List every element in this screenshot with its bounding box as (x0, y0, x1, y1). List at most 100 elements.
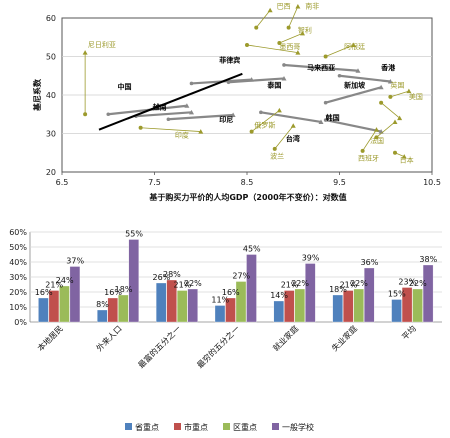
scatter-point-label: 墨西哥 (279, 43, 300, 51)
scatter-olive-point (374, 135, 379, 140)
scatter-gray-point (189, 81, 194, 86)
scatter-olive-point (286, 25, 291, 30)
bar-data-labels: 16%8%26%11% 14%18% 15%21%16%28%16%21% 21% 23… (35, 230, 438, 310)
scatter-olive-point (393, 150, 397, 155)
bar-category-label: 外来人口 (94, 323, 124, 353)
scatter-gray-segment (339, 74, 391, 83)
scatter-point-label: 尼日利亚 (88, 40, 116, 49)
scatter-gray-marker (184, 103, 190, 108)
bar-data-label: 23% (398, 278, 416, 287)
scatter-point-label: 印尼 (219, 115, 233, 124)
scatter-olive-segment (246, 44, 298, 54)
scatter-y-axis-title: 基尼系数 (32, 78, 42, 112)
bar (273, 300, 285, 323)
bar-data-label: 21% (281, 281, 299, 290)
scatter-gray-point (166, 117, 171, 122)
legend-swatch (272, 423, 279, 430)
scatter-x-tick-label: 7.5 (148, 178, 161, 187)
scatter-trend-line (98, 72, 243, 131)
scatter-olive-marker (397, 115, 403, 121)
bar (118, 294, 129, 323)
bar-data-label: 11% (211, 296, 229, 305)
bar-data-label: 27% (232, 272, 250, 281)
scatter-gray-segment (228, 77, 285, 84)
scatter-point-label: 日本 (400, 155, 414, 164)
bar-data-label: 16% (222, 288, 240, 297)
scatter-x-tick-label: 8.5 (241, 178, 254, 187)
legend-swatch (223, 423, 230, 430)
scatter-gray-segment (283, 63, 359, 72)
bar-data-label: 22% (350, 279, 368, 288)
scatter-olive-segment (362, 129, 377, 152)
bar (48, 290, 60, 323)
scatter-olive-marker (295, 3, 301, 9)
scatter-olive-point (249, 129, 254, 134)
bar-y-tick-label: 20% (9, 288, 27, 297)
bar-data-label: 38% (419, 255, 437, 264)
scatter-olive-segment (279, 33, 303, 44)
bar-y-tick-label: 50% (9, 243, 27, 252)
bar-data-label: 15% (388, 290, 406, 299)
scatter-y-tick-label: 40 (46, 91, 56, 100)
bar (343, 290, 354, 323)
bar-data-label: 37% (66, 257, 84, 266)
scatter-olive-point (254, 25, 259, 30)
bar (235, 281, 247, 323)
scatter-olive-marker (374, 127, 379, 132)
bar-data-label: 22% (291, 279, 309, 288)
bar-category-label: 失业家庭 (329, 323, 359, 353)
scatter-point-label: 越南 (152, 103, 167, 112)
bar-category-label: 就业家庭 (271, 323, 301, 353)
scatter-olive-segment (380, 102, 400, 119)
scatter-olive-point (277, 41, 282, 46)
scatter-olive-segment (390, 90, 409, 98)
scatter-point-label: 智利 (298, 26, 312, 35)
scatter-olive-marker (401, 154, 407, 159)
scatter-y-tick-label: 50 (46, 53, 56, 62)
scatter-gray-marker (387, 79, 393, 84)
scatter-olive-segment (376, 121, 396, 138)
scatter-gray-point (259, 110, 263, 115)
scatter-gray-point (323, 100, 328, 105)
scatter-olive-segment (140, 127, 201, 132)
bar-category-label: 最富的五分之一 (136, 323, 183, 370)
scatter-olive-point (379, 100, 384, 105)
scatter-point-label: 阿根廷 (344, 42, 365, 51)
scatter-gray-marker (189, 109, 194, 115)
scatter-gray-segment (168, 113, 234, 121)
scatter-x-tick-label: 9.5 (333, 178, 346, 187)
bar (225, 297, 236, 323)
scatter-olive-point (360, 148, 365, 153)
scatter-olive-marker (198, 129, 204, 134)
legend-label: 市重点 (184, 422, 208, 432)
scatter-point-label: 法国 (370, 136, 384, 145)
bar-chart: 0% 10% 20% 30% 40% 50% 60% 16% 8% 26% 11% 14% 18% 15… (9, 228, 442, 432)
scatter-point-label: 新加坡 (344, 80, 366, 89)
scatter-gray-marker (378, 84, 384, 90)
bar-data-label: 26% (153, 273, 171, 282)
bar (332, 294, 343, 323)
bar-data-label: 28% (163, 270, 181, 279)
bar-category-label: 本地居民 (35, 323, 65, 353)
bar-y-tick-label: 10% (9, 303, 27, 312)
legend-label: 省重点 (135, 422, 159, 432)
bar (364, 267, 375, 323)
scatter-gray-point (106, 112, 111, 117)
bar-data-label: 36% (361, 258, 379, 267)
scatter-point-label: 台湾 (286, 134, 300, 143)
scatter-point-label: 南非 (305, 1, 319, 10)
scatter-point-label: 美国 (409, 92, 423, 101)
bar (155, 282, 167, 323)
scatter-olive-segment (274, 125, 294, 150)
bar (97, 309, 108, 323)
bar (412, 288, 423, 323)
bar (422, 264, 434, 323)
scatter-x-axis-title: 基于购买力平价的人均GDP（2000年不变价）：对数值 (148, 192, 346, 202)
scatter-gray-marker (281, 75, 287, 81)
scatter-chart: 20 30 40 50 60 6.5 7.5 8.5 9.5 10.5 尼日利亚 巴西 南非智利墨西哥… (32, 1, 441, 202)
bar-data-label: 21% (340, 281, 358, 290)
scatter-olive-marker (267, 7, 273, 13)
scatter-olive-point (138, 125, 143, 130)
